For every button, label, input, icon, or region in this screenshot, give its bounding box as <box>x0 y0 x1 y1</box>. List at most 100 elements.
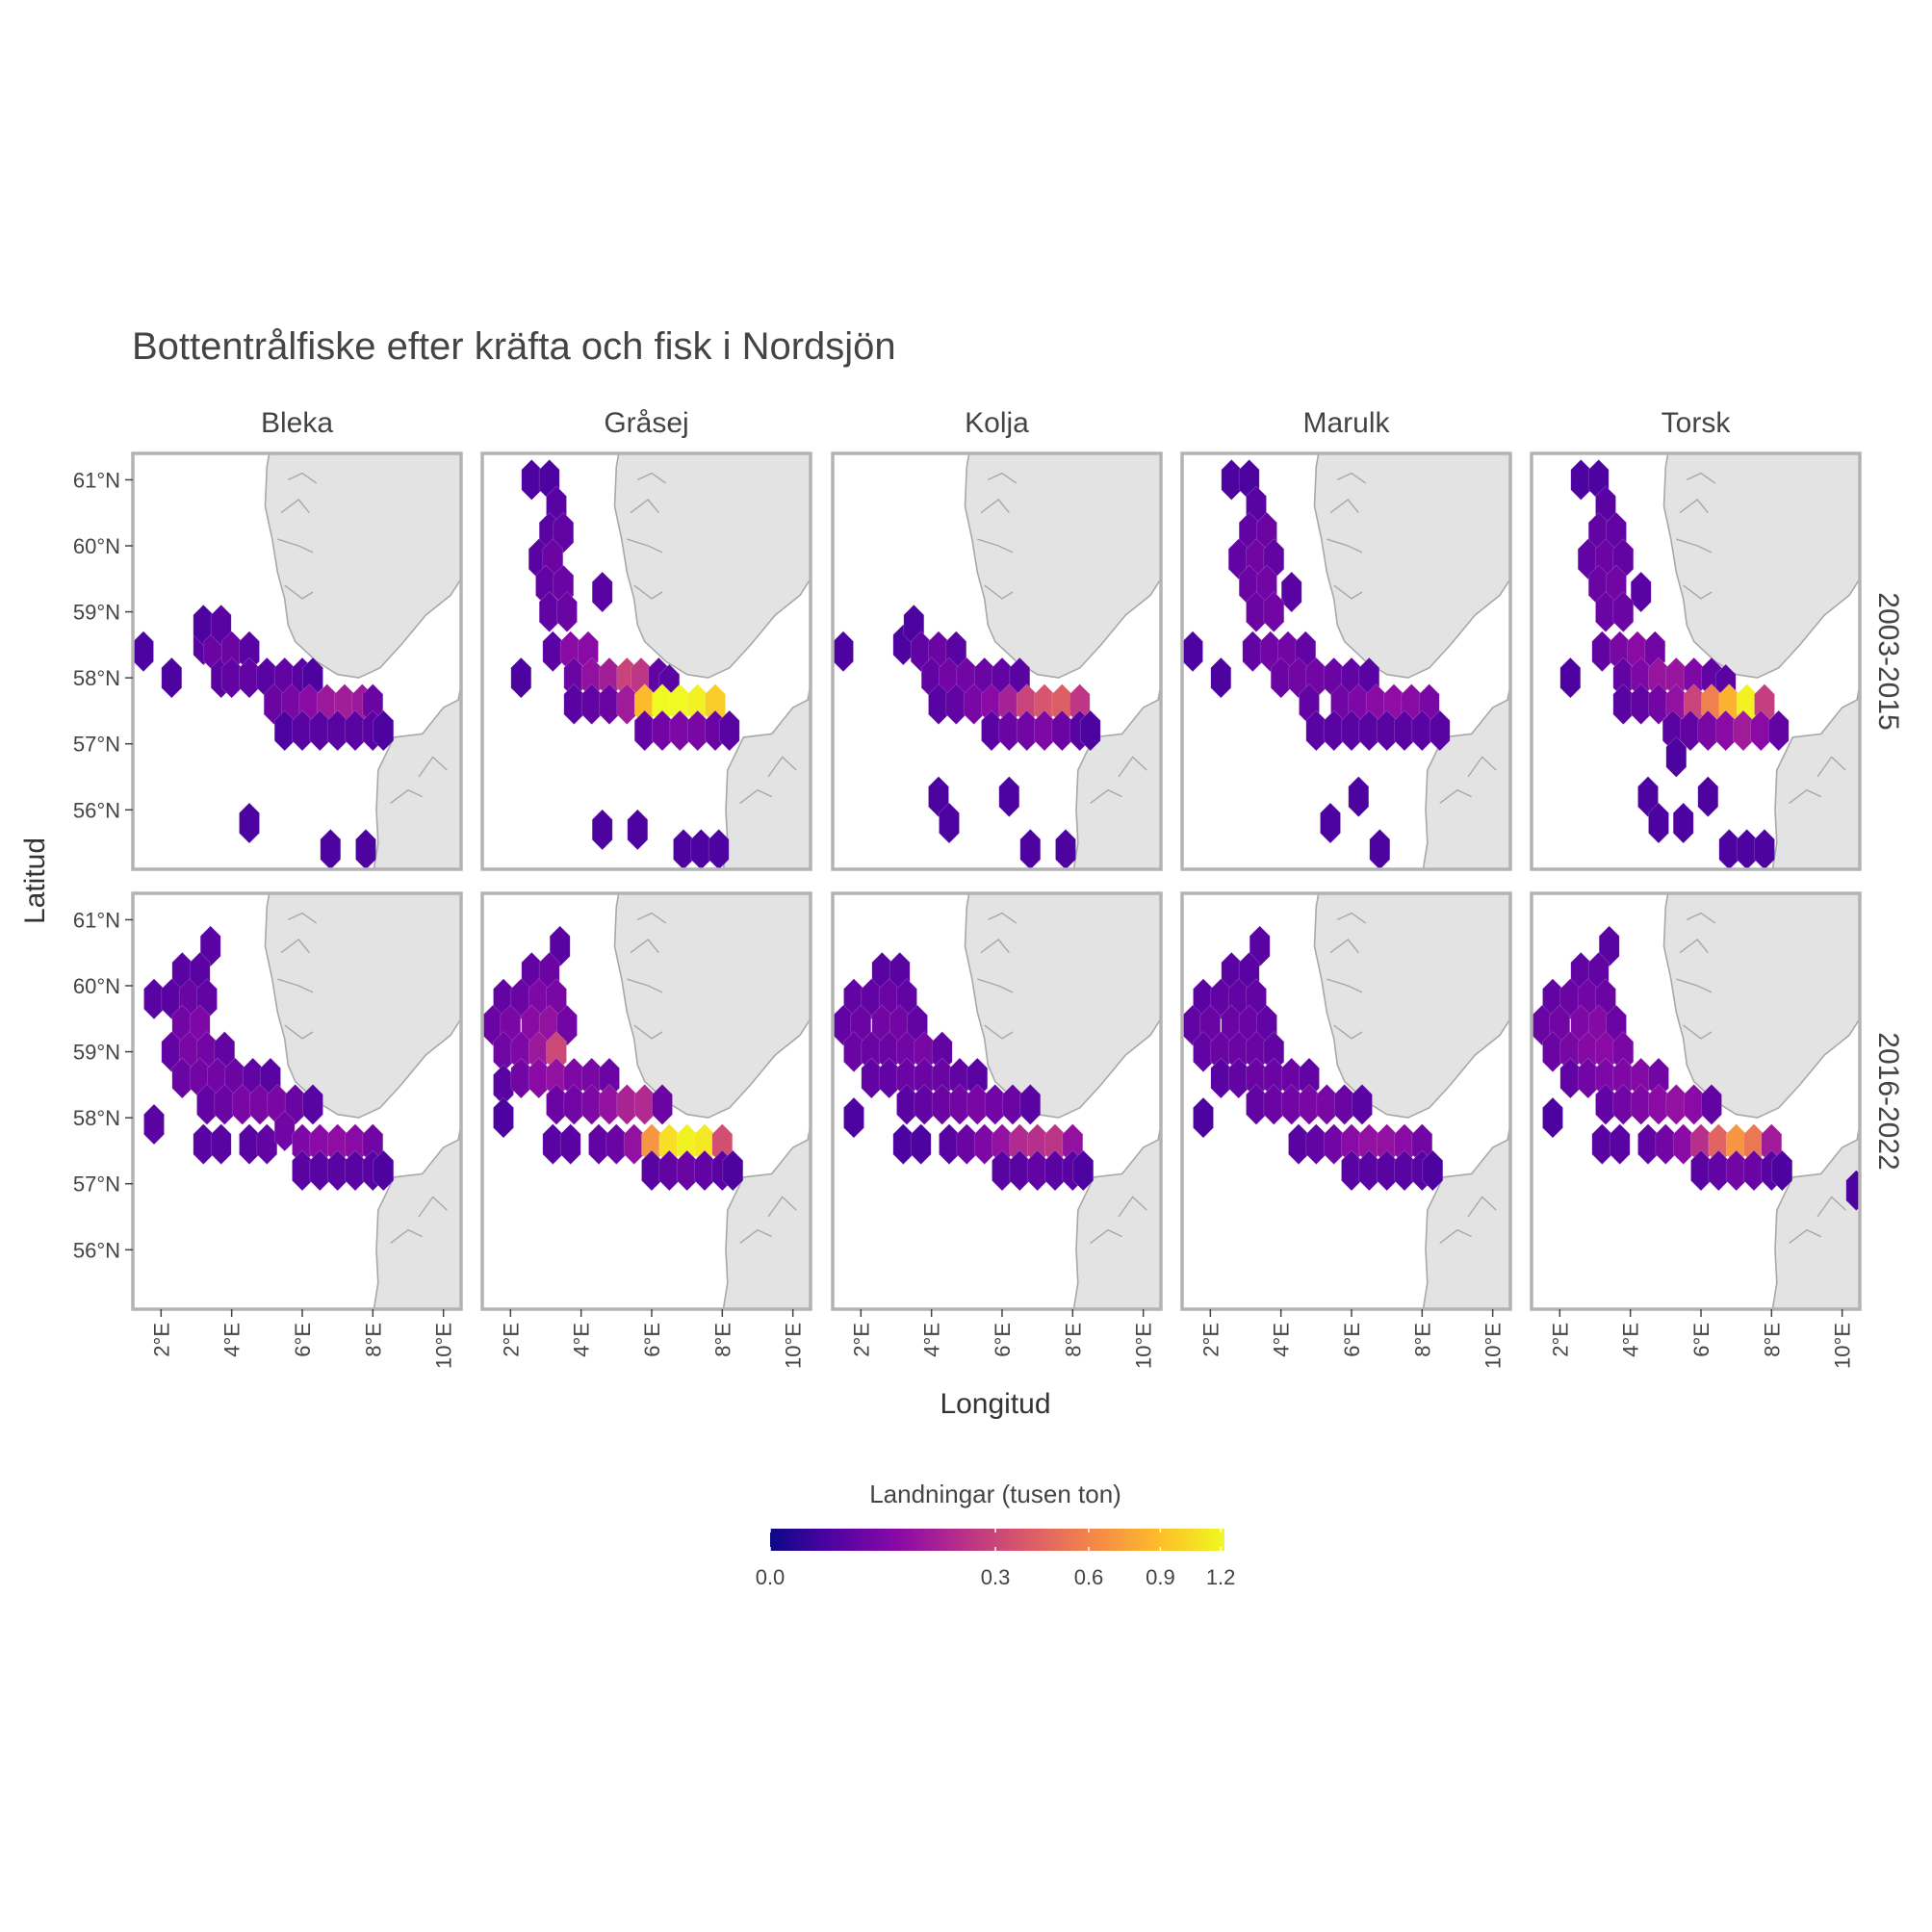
y-tick-label: 58°N <box>73 1106 120 1130</box>
panel-border <box>1180 451 1512 871</box>
hex-cell <box>373 1149 395 1192</box>
hex-cell <box>199 925 221 967</box>
x-axis-label: Longitud <box>940 1388 1050 1420</box>
hex-cell <box>1754 828 1775 869</box>
panel-border <box>131 891 463 1311</box>
fjord-line <box>277 978 314 993</box>
panel-torsk-2016-2022 <box>1530 891 1862 1311</box>
y-tick-label: 56°N <box>73 798 120 822</box>
fjord-line <box>1687 912 1716 924</box>
x-tick-label: 4°E <box>1270 1323 1294 1357</box>
hex-cell <box>1598 925 1620 967</box>
panel-map <box>1182 893 1510 1309</box>
y-tick-label: 57°N <box>73 1172 120 1197</box>
hex-cell <box>161 657 183 699</box>
hex-cell <box>1845 1170 1860 1212</box>
facet-grid <box>131 451 1862 1311</box>
fjord-line <box>984 584 1014 600</box>
hex-cell <box>493 1096 514 1139</box>
panel-map <box>833 453 1161 869</box>
panel-torsk-2003-2015 <box>1530 451 1862 871</box>
fjord-line <box>1333 584 1363 600</box>
fjord-line <box>1683 584 1713 600</box>
fjord-line <box>1439 788 1472 804</box>
fjord-line <box>280 939 310 954</box>
fjord-line <box>1090 788 1122 804</box>
fjord-line <box>1816 1196 1846 1218</box>
x-tick-label: 8°E <box>710 1323 734 1357</box>
hex-cell <box>373 709 395 752</box>
x-tick-label: 2°E <box>849 1323 873 1357</box>
fjord-line <box>630 499 659 514</box>
fjord-line <box>1676 978 1713 993</box>
hex-cell <box>1665 735 1687 778</box>
column-strip-label: Torsk <box>1662 407 1732 439</box>
panel-bleka-2003-2015 <box>131 451 463 871</box>
hex-cell <box>556 591 578 633</box>
y-tick-label: 58°N <box>73 666 120 690</box>
hex-cell <box>1637 776 1659 818</box>
fjord-line <box>284 1024 314 1040</box>
panel-gr-sej-2003-2015 <box>480 451 812 871</box>
fjord-line <box>288 912 318 924</box>
hex-cell <box>510 657 532 699</box>
fjord-line <box>1337 912 1367 924</box>
hex-cell <box>1079 709 1101 752</box>
hex-cell <box>1422 1149 1444 1192</box>
row-strips: 2003-2015 2016-2022 <box>1872 592 1904 1170</box>
row-strip-label: 2016-2022 <box>1872 1032 1904 1170</box>
hex-cell <box>549 925 571 967</box>
legend-tick-label: 0.0 <box>756 1565 786 1589</box>
land-denmark <box>373 697 461 869</box>
fjord-line <box>1467 756 1497 778</box>
hex-cell <box>591 571 613 613</box>
hex-cell <box>652 1083 673 1125</box>
y-axis: 56°N 57°N 58°N 59°N 60°N 61°N 56°N 57°N 58°N 59°N… <box>73 468 133 1262</box>
x-tick-label: 6°E <box>1689 1323 1713 1357</box>
fjord-line <box>637 912 667 924</box>
panel-map <box>133 453 461 869</box>
fjord-line <box>288 472 318 484</box>
hex-cell <box>1542 1096 1563 1139</box>
legend-ticks: 0.0 0.3 0.6 0.9 1.2 <box>756 1529 1235 1589</box>
hex-cell <box>1771 1149 1793 1192</box>
row-strip-label: 2003-2015 <box>1872 592 1904 730</box>
hex-cell <box>1559 657 1582 699</box>
x-tick-label: 2°E <box>1548 1323 1572 1357</box>
land-norway <box>613 453 811 679</box>
fjord-line <box>739 1228 772 1244</box>
panel-marulk-2016-2022 <box>1180 891 1512 1311</box>
fjord-line <box>1679 939 1709 954</box>
legend-tick-label: 0.9 <box>1146 1565 1175 1589</box>
legend-title: Landningar (tusen ton) <box>869 1480 1121 1508</box>
y-tick-label: 59°N <box>73 601 120 625</box>
hex-cell <box>1210 657 1232 699</box>
x-axis: 2°E 4°E 6°E 8°E 10°E 2°E 4°E 6°E 8°E 10°E 2°E 4°E 6°… <box>149 1309 1855 1369</box>
fjord-line <box>977 538 1014 554</box>
fjord-line <box>1816 756 1846 778</box>
x-tick-label: 4°E <box>920 1323 944 1357</box>
hex-cell <box>1249 925 1271 967</box>
panel-map <box>143 893 461 1309</box>
fjord-line <box>627 538 663 554</box>
x-tick-label: 8°E <box>361 1323 385 1357</box>
y-tick-label: 56°N <box>73 1238 120 1262</box>
fjord-line <box>1090 1228 1122 1244</box>
x-tick-label: 6°E <box>291 1323 315 1357</box>
panel-border <box>1530 451 1862 871</box>
hex-cell <box>143 1103 165 1146</box>
fjord-line <box>980 499 1010 514</box>
hex-cell <box>1612 591 1635 633</box>
x-tick-label: 6°E <box>991 1323 1015 1357</box>
hex-cell <box>1019 828 1042 869</box>
panel-border <box>1180 891 1512 1311</box>
hex-cell <box>910 1123 932 1166</box>
hex-cell <box>1320 802 1341 844</box>
hex-cell <box>939 802 960 844</box>
panel-kolja-2016-2022 <box>831 891 1163 1311</box>
x-tick-label: 10°E <box>432 1323 456 1369</box>
fjord-line <box>1687 472 1716 484</box>
fjord-line <box>977 978 1014 993</box>
fjord-line <box>1439 1228 1472 1244</box>
legend: Landningar (tusen ton) 0.0 0.3 0.6 0.9 1.2 <box>756 1480 1236 1589</box>
